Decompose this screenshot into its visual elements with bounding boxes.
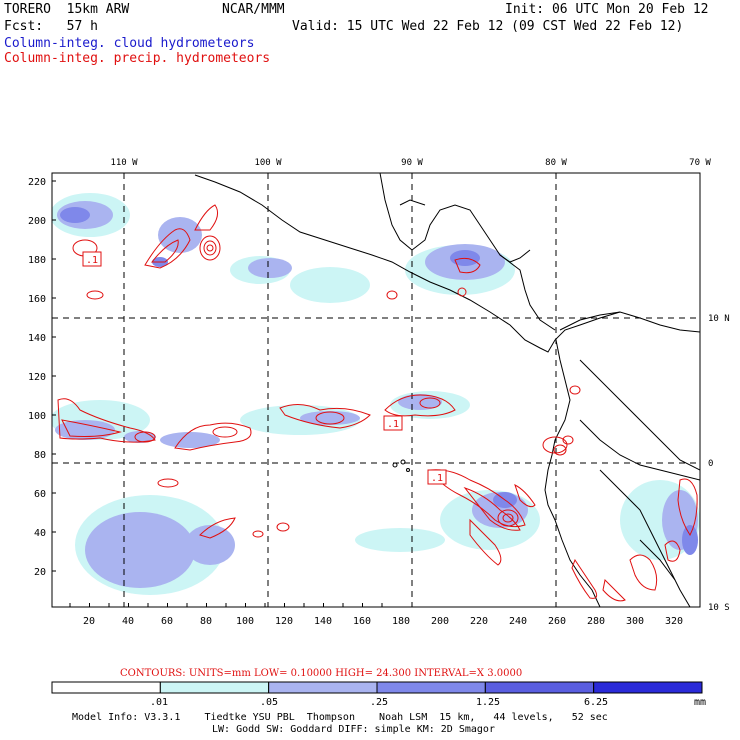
colorbar-label: .25 xyxy=(370,697,389,708)
y-label: 200 xyxy=(28,216,46,227)
y-label: 40 xyxy=(34,528,46,539)
y-label: 140 xyxy=(28,333,46,344)
y-label: 120 xyxy=(28,372,46,383)
contours-legend: CONTOURS: UNITS=mm LOW= 0.10000 HIGH= 24… xyxy=(120,668,522,679)
y-label: 80 xyxy=(34,450,46,461)
x-label: 320 xyxy=(665,616,683,627)
lon-label: 100 W xyxy=(254,158,282,168)
x-label: 160 xyxy=(353,616,371,627)
colorbar-label: 1.25 xyxy=(476,697,501,708)
plot-frame xyxy=(51,172,701,608)
colorbar-label: .01 xyxy=(150,697,169,708)
lon-label: 70 W xyxy=(689,158,711,168)
bottom-x-labels: 20 40 60 80 100 120 140 160 180 200 220 … xyxy=(83,616,683,627)
contour-label: .1 xyxy=(86,255,98,266)
contour-label: .1 xyxy=(387,419,399,430)
contour-label: .1 xyxy=(431,473,443,484)
axis-ticks xyxy=(52,180,383,607)
model-info-line2: LW: Godd SW: Goddard DIFF: simple KM: 2D… xyxy=(212,724,495,735)
colorbar-label: .05 xyxy=(260,697,279,708)
x-label: 240 xyxy=(509,616,527,627)
colorbar-segment xyxy=(376,681,486,694)
y-label: 220 xyxy=(28,177,46,188)
colorbar-segment xyxy=(159,681,270,694)
lon-label: 80 W xyxy=(545,158,567,168)
x-label: 260 xyxy=(548,616,566,627)
lon-label: 90 W xyxy=(401,158,423,168)
x-label: 140 xyxy=(314,616,332,627)
model-title: TORERO 15km ARW xyxy=(4,2,130,17)
x-label: 300 xyxy=(626,616,644,627)
cloud-field-title: Column-integ. cloud hydrometeors xyxy=(4,36,255,51)
precip-contours xyxy=(57,204,698,602)
lat-label: 10 N xyxy=(708,314,730,324)
precip-field-title: Column-integ. precip. hydrometeors xyxy=(4,51,271,66)
lat-label: 0 xyxy=(708,459,713,469)
x-label: 280 xyxy=(587,616,605,627)
colorbar-label: 6.25 xyxy=(584,697,609,708)
y-label: 60 xyxy=(34,489,46,500)
colorbar-segment xyxy=(484,681,595,694)
top-lon-labels: 110 W 100 W 90 W 80 W 70 W xyxy=(110,158,711,168)
right-lat-labels: 10 N 0 10 S xyxy=(708,314,730,613)
x-label: 220 xyxy=(470,616,488,627)
coastlines xyxy=(194,173,700,607)
shaded-field xyxy=(52,193,700,595)
y-label: 160 xyxy=(28,294,46,305)
lat-lon-grid xyxy=(52,173,700,607)
left-y-labels: 220 200 180 160 140 120 100 80 60 40 20 xyxy=(28,177,46,578)
lon-label: 110 W xyxy=(110,158,138,168)
valid-time: Valid: 15 UTC Wed 22 Feb 12 (09 CST Wed … xyxy=(292,19,684,34)
colorbar-segment xyxy=(593,681,703,694)
colorbar-segment xyxy=(51,681,161,694)
organization-label: NCAR/MMM xyxy=(222,2,285,17)
lat-label: 10 S xyxy=(708,603,730,613)
x-label: 100 xyxy=(236,616,254,627)
x-label: 80 xyxy=(200,616,212,627)
x-label: 200 xyxy=(431,616,449,627)
y-label: 100 xyxy=(28,411,46,422)
colorbar xyxy=(51,681,703,694)
x-label: 60 xyxy=(161,616,173,627)
x-label: 40 xyxy=(122,616,134,627)
x-label: 120 xyxy=(275,616,293,627)
y-label: 20 xyxy=(34,567,46,578)
init-time: Init: 06 UTC Mon 20 Feb 12 xyxy=(505,2,709,17)
contour-label-texts: .1 .1 .1 xyxy=(86,255,443,484)
y-label: 180 xyxy=(28,255,46,266)
forecast-hour: Fcst: 57 h xyxy=(4,19,98,34)
colorbar-segment xyxy=(268,681,378,694)
model-info-line1: Model Info: V3.3.1 Tiedtke YSU PBL Thomp… xyxy=(72,712,608,723)
contour-label-boxes xyxy=(82,251,447,485)
x-label: 180 xyxy=(392,616,410,627)
x-label: 20 xyxy=(83,616,95,627)
colorbar-units: mm xyxy=(694,697,707,708)
